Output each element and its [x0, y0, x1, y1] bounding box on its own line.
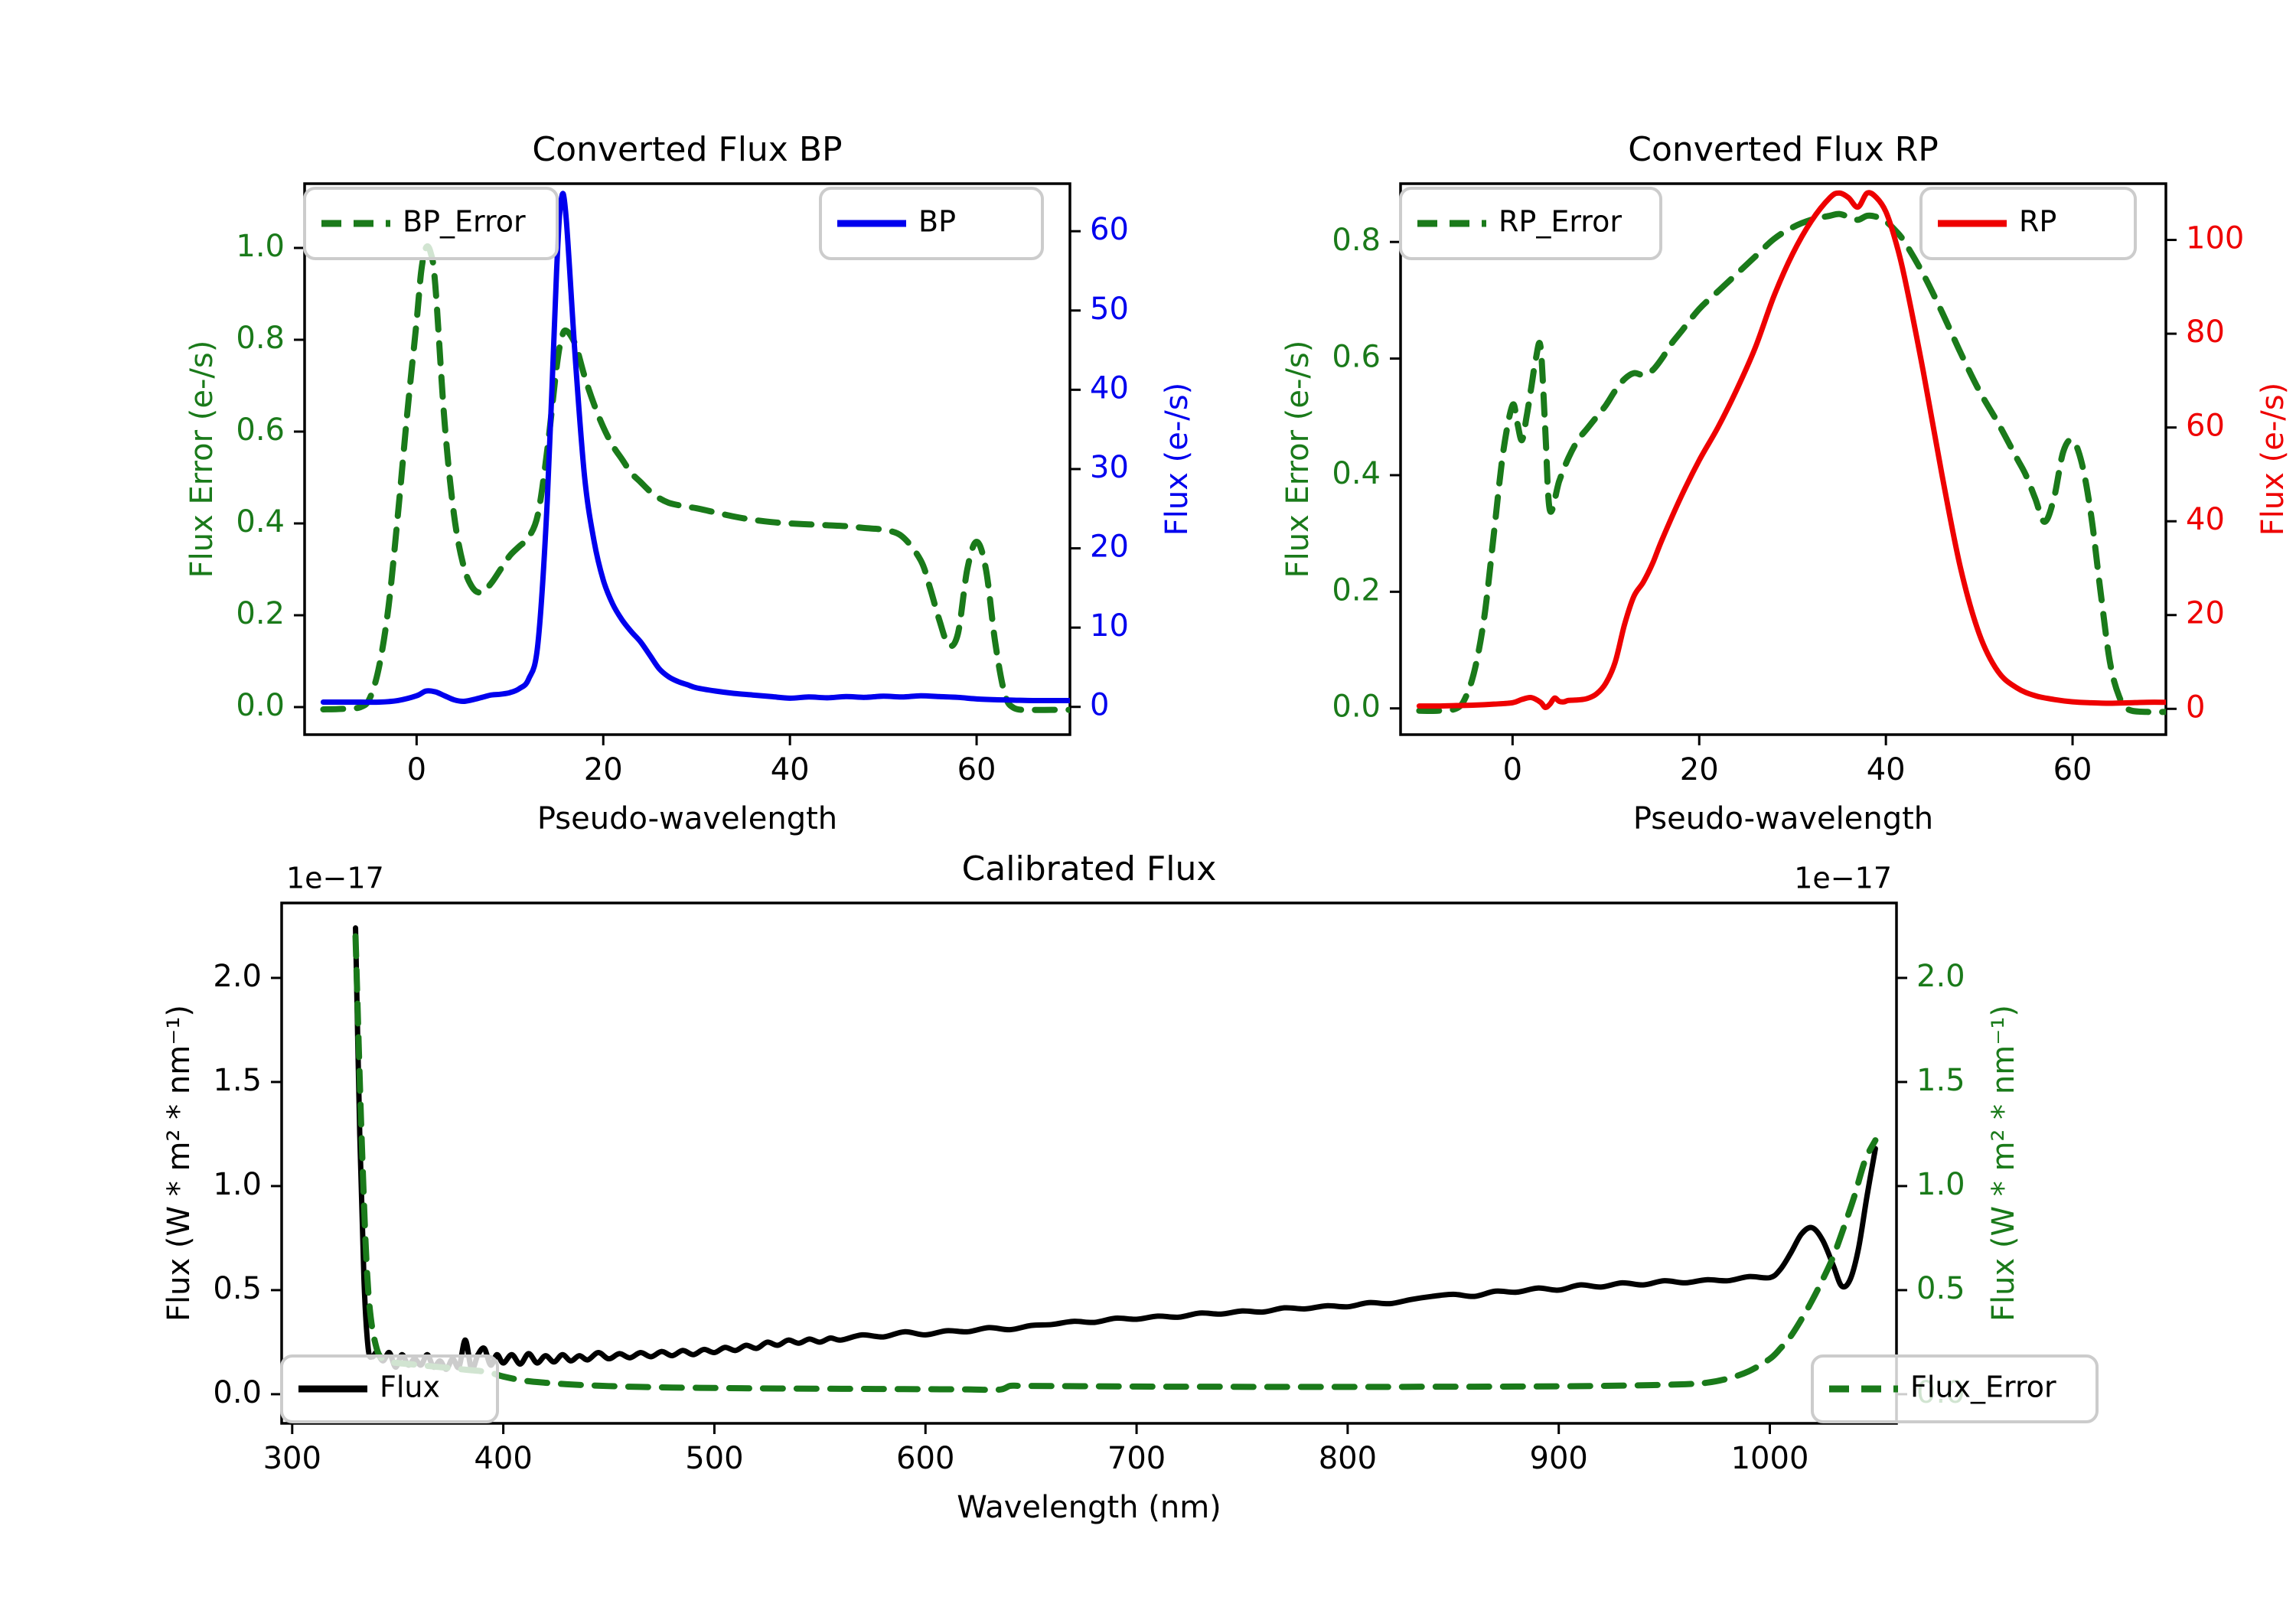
x-tick-label: 0 — [407, 752, 426, 787]
y-axis-label-left: Flux Error (e-/s) — [1280, 341, 1316, 579]
legend-left-label: BP_Error — [403, 205, 526, 239]
y-tick-label-right: 20 — [2186, 596, 2225, 631]
panel-title: Converted Flux BP — [532, 130, 842, 169]
y-tick-label-left: 0.4 — [236, 504, 285, 539]
y-tick-label-right: 50 — [1090, 292, 1129, 327]
legend-right-box[interactable] — [819, 187, 1044, 260]
curve-flux_error — [352, 933, 1879, 1393]
y-tick-label-left: 0.6 — [236, 412, 285, 448]
y-tick-label-left: 1.0 — [213, 1167, 262, 1202]
x-tick-label: 500 — [685, 1441, 743, 1476]
y-tick-label-right: 0 — [1090, 688, 1109, 723]
y-tick-label-left: 2.0 — [213, 959, 262, 994]
y-tick-label-right: 2.0 — [1916, 959, 1965, 994]
y-tick-label-left: 0.5 — [213, 1271, 262, 1306]
y-tick-label-right: 30 — [1090, 450, 1129, 485]
legend-left-box[interactable] — [303, 187, 559, 260]
y-tick-label-right: 20 — [1090, 530, 1129, 565]
legend-right-label: BP — [918, 205, 956, 239]
y-axis-label-left: Flux (W * m² * nm⁻¹) — [161, 1005, 197, 1322]
y-tick-label-right: 10 — [1090, 608, 1129, 644]
y-axis-label-right: Flux (e-/s) — [2255, 383, 2291, 536]
x-tick-label: 900 — [1530, 1441, 1588, 1476]
y-tick-label-left: 0.2 — [236, 596, 285, 631]
y-tick-label-right: 100 — [2186, 221, 2244, 256]
y-axis-label-left: Flux Error (e-/s) — [184, 341, 220, 579]
x-tick-label: 1000 — [1731, 1441, 1809, 1476]
x-tick-label: 20 — [1680, 752, 1719, 787]
x-axis-label: Wavelength (nm) — [957, 1490, 1221, 1525]
y-tick-label-left: 0.0 — [213, 1375, 262, 1410]
y-tick-label-right: 40 — [2186, 502, 2225, 537]
legend-left-box[interactable] — [280, 1354, 499, 1423]
axes-frame — [303, 182, 1071, 736]
y-tick-label-left: 0.4 — [1332, 456, 1381, 491]
y-tick-label-right: 60 — [2186, 409, 2225, 444]
y-tick-label-left: 1.0 — [236, 229, 285, 264]
y-tick-label-right: 60 — [1090, 212, 1129, 247]
y-axis-label-right: Flux (W * m² * nm⁻¹) — [1986, 1005, 2021, 1322]
legend-left-label: Flux — [380, 1371, 440, 1404]
curve-bp_error — [320, 243, 1070, 713]
legend-right-box[interactable] — [1919, 187, 2137, 260]
axes-frame — [1399, 182, 2167, 736]
y-tick-label-right: 1.5 — [1916, 1063, 1965, 1098]
x-tick-label: 40 — [771, 752, 810, 787]
y-axis-label-right: Flux (e-/s) — [1159, 383, 1195, 536]
y-tick-label-left: 0.8 — [236, 321, 285, 356]
legend-right-label: RP — [2019, 205, 2056, 239]
x-tick-label: 800 — [1319, 1441, 1377, 1476]
curve-rp_error — [1416, 210, 2166, 715]
legend-right-label: Flux_Error — [1910, 1371, 2056, 1404]
legend-left-box[interactable] — [1399, 187, 1662, 260]
y-tick-label-right: 80 — [2186, 315, 2225, 350]
y-tick-label-left: 0.8 — [1332, 223, 1381, 258]
x-tick-label: 60 — [2053, 752, 2092, 787]
y-tick-label-right: 1.0 — [1916, 1167, 1965, 1202]
x-tick-label: 0 — [1503, 752, 1522, 787]
y-tick-label-right: 0.5 — [1916, 1271, 1965, 1306]
panel-title: Converted Flux RP — [1628, 130, 1939, 169]
x-tick-label: 300 — [263, 1441, 321, 1476]
x-axis-label: Pseudo-wavelength — [1633, 801, 1933, 836]
y-tick-label-left: 1.5 — [213, 1063, 262, 1098]
x-tick-label: 40 — [1867, 752, 1906, 787]
curve-flux — [353, 925, 1878, 1373]
panel-title: Calibrated Flux — [962, 849, 1217, 888]
curve-rp — [1416, 190, 2166, 710]
legend-right-box[interactable] — [1811, 1354, 2099, 1423]
x-tick-label: 700 — [1107, 1441, 1166, 1476]
x-tick-label: 60 — [957, 752, 996, 787]
y-tick-label-left: 0.6 — [1332, 340, 1381, 375]
y-tick-label-left: 0.2 — [1332, 572, 1381, 608]
y-tick-label-right: 40 — [1090, 370, 1129, 406]
curve-bp — [320, 191, 1070, 706]
axis-offset-left: 1e−17 — [286, 862, 384, 895]
y-tick-label-right: 0 — [2186, 689, 2205, 725]
x-tick-label: 600 — [896, 1441, 954, 1476]
y-tick-label-left: 0.0 — [1332, 689, 1381, 725]
x-tick-label: 400 — [474, 1441, 532, 1476]
x-tick-label: 20 — [584, 752, 623, 787]
axes-frame — [280, 901, 1898, 1425]
x-axis-label: Pseudo-wavelength — [537, 801, 837, 836]
legend-left-label: RP_Error — [1499, 205, 1622, 239]
y-tick-label-left: 0.0 — [236, 688, 285, 723]
axis-offset-right: 1e−17 — [1794, 862, 1892, 895]
